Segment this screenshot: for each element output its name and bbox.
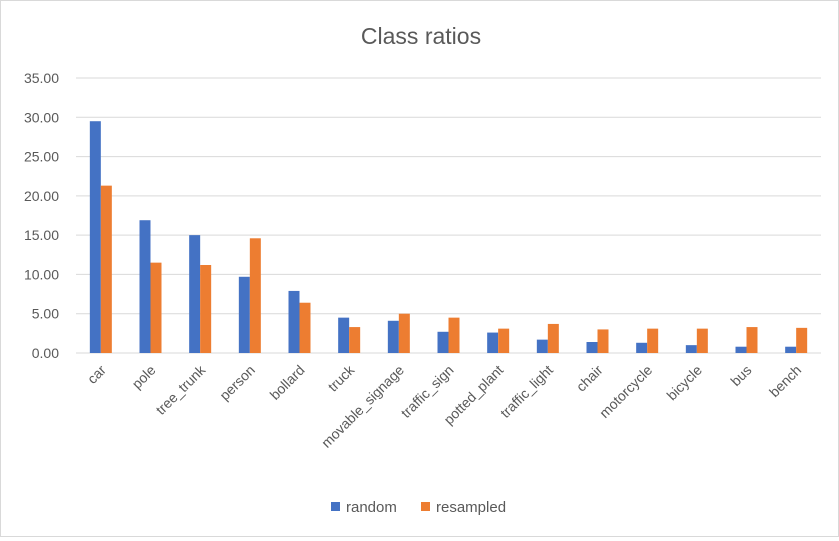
bar-resampled-person: [249, 238, 261, 353]
bar-resampled-bicycle: [696, 328, 708, 353]
y-axis-tick-labels: 0.00 5.00 10.00 15.00 20.00 25.00 30.00 35.00: [24, 70, 59, 361]
bar-resampled-motorcycle: [647, 328, 659, 353]
bar-resampled-potted_plant: [498, 328, 510, 353]
bar-resampled-traffic_light: [547, 323, 559, 353]
bar-resampled-tree_trunk: [200, 265, 212, 353]
bar-resampled-traffic_sign: [448, 317, 460, 353]
x-tick-label: bicycle: [663, 362, 705, 404]
x-tick-label: bus: [727, 362, 754, 389]
y-tick-label: 15.00: [24, 227, 59, 243]
bar-random-bus: [735, 346, 747, 353]
y-tick-label: 35.00: [24, 70, 59, 86]
chart-title: Class ratios: [361, 23, 481, 49]
bar-resampled-bench: [796, 327, 808, 353]
bar-random-chair: [586, 342, 598, 353]
bar-resampled-truck: [349, 327, 361, 353]
y-tick-label: 0.00: [32, 345, 59, 361]
bar-resampled-bollard: [299, 302, 311, 353]
bar-random-car: [89, 121, 101, 353]
bars: [89, 121, 808, 353]
y-tick-label: 30.00: [24, 109, 59, 125]
legend: random resampled: [331, 499, 506, 516]
bar-random-potted_plant: [487, 332, 499, 353]
bar-random-person: [238, 276, 250, 353]
bar-random-tree_trunk: [189, 235, 201, 353]
bar-random-movable_signage: [387, 320, 399, 353]
bar-random-bollard: [288, 290, 300, 353]
x-tick-label: traffic_light: [497, 362, 556, 421]
bar-random-bench: [785, 346, 797, 353]
y-tick-label: 10.00: [24, 266, 59, 282]
legend-swatch-random: [331, 502, 340, 511]
y-tick-label: 25.00: [24, 149, 59, 165]
bar-resampled-car: [100, 185, 112, 353]
x-tick-label: truck: [325, 361, 358, 394]
gridlines: [76, 77, 821, 354]
bar-random-traffic_light: [536, 339, 548, 353]
bar-random-traffic_sign: [437, 331, 449, 353]
legend-label-resampled: resampled: [436, 499, 506, 516]
bar-random-pole: [139, 220, 151, 353]
x-tick-label: chair: [573, 362, 606, 395]
x-tick-label: person: [216, 362, 258, 404]
x-tick-label: bollard: [267, 362, 308, 403]
x-tick-label: tree_trunk: [152, 361, 209, 418]
x-tick-label: pole: [129, 362, 159, 392]
x-tick-label: car: [84, 362, 109, 387]
bar-random-motorcycle: [636, 342, 648, 353]
legend-label-random: random: [346, 499, 397, 516]
bar-resampled-pole: [150, 262, 162, 353]
bar-resampled-movable_signage: [398, 313, 410, 353]
y-tick-label: 20.00: [24, 188, 59, 204]
x-tick-label: bench: [766, 362, 804, 400]
bar-random-bicycle: [685, 345, 697, 353]
legend-swatch-resampled: [421, 502, 430, 511]
bar-random-truck: [338, 317, 350, 353]
bar-resampled-chair: [597, 329, 609, 353]
bar-resampled-bus: [746, 327, 758, 353]
y-tick-label: 5.00: [32, 306, 59, 322]
x-tick-label: motorcycle: [596, 362, 655, 421]
